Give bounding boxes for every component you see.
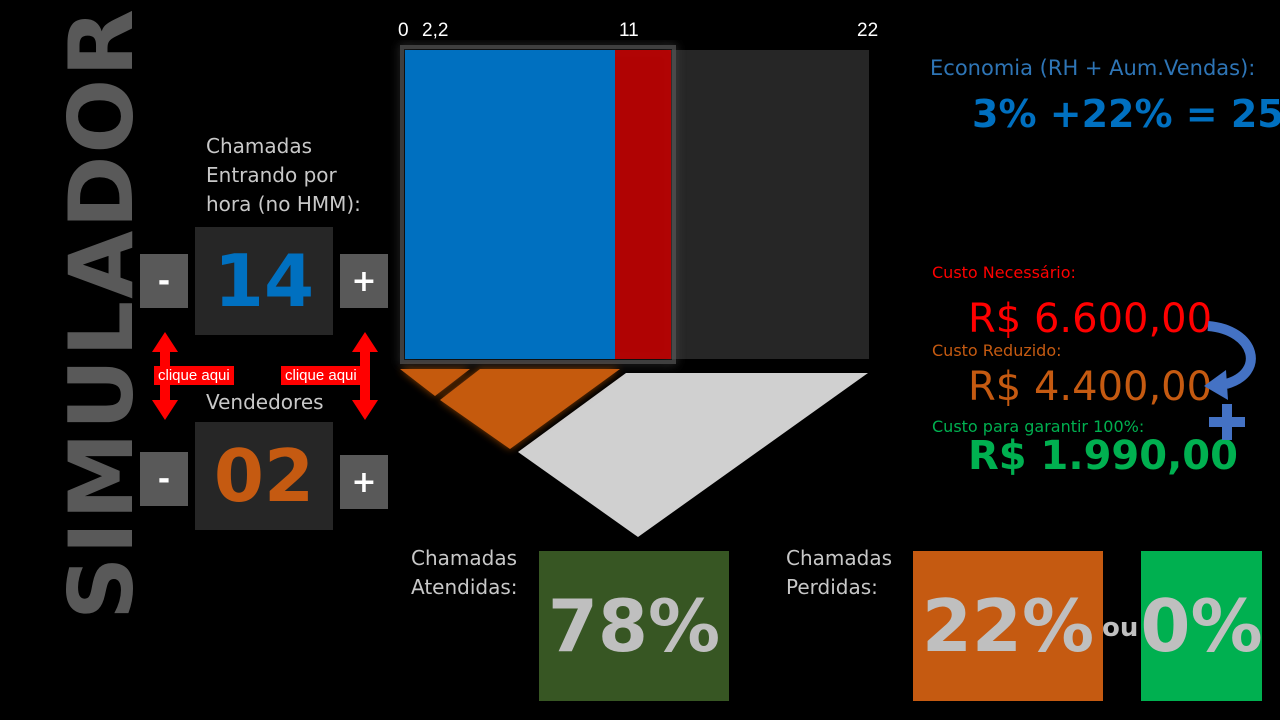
lost-label-line2: Perdidas:	[786, 575, 878, 599]
scale-tick-2-2: 2,2	[422, 20, 449, 41]
funnel-total	[518, 373, 868, 537]
click-hint-left: clique aqui	[154, 366, 234, 385]
lost-label-line1: Chamadas	[786, 546, 893, 570]
lost-percentage: 22%	[913, 551, 1103, 701]
capacity-bar-answered	[405, 50, 615, 359]
calls-label-line2: Entrando por	[206, 163, 337, 187]
sellers-value: 02	[195, 422, 333, 530]
calls-value: 14	[195, 227, 333, 335]
capacity-graphic	[400, 45, 869, 537]
economy-value: 3% +22% = 25%	[972, 92, 1280, 136]
scale-tick-0: 0	[398, 20, 409, 41]
or-label: ou	[1102, 613, 1139, 643]
economy-label: Economia (RH + Aum.Vendas):	[930, 56, 1256, 80]
calls-decrement-button[interactable]: -	[140, 254, 188, 308]
funnel-seller-2	[440, 369, 620, 449]
sellers-label: Vendedores	[206, 390, 324, 414]
answered-label-line2: Atendidas:	[411, 575, 518, 599]
guarantee-cost-value: R$ 1.990,00	[968, 433, 1238, 479]
required-cost-label: Custo Necessário:	[932, 263, 1076, 282]
scale-tick-22: 22	[857, 20, 879, 41]
calls-label-line1: Chamadas	[206, 134, 313, 158]
calls-label: Chamadas Entrando por hora (no HMM):	[206, 132, 361, 219]
answered-label-line1: Chamadas	[411, 546, 518, 570]
click-hint-right: clique aqui	[281, 366, 361, 385]
curved-arrow-icon	[1204, 321, 1256, 440]
funnel-seller-1	[400, 369, 470, 396]
lost-alt-percentage: 0%	[1140, 551, 1263, 701]
app-title: SIMULADOR	[50, 7, 153, 620]
calls-label-line3: hora (no HMM):	[206, 192, 361, 216]
reduced-cost-value: R$ 4.400,00	[968, 364, 1213, 410]
lost-label: Chamadas Perdidas:	[786, 544, 892, 602]
calls-increment-button[interactable]: +	[340, 254, 388, 308]
guarantee-cost-label: Custo para garantir 100%:	[932, 417, 1145, 436]
required-cost-value: R$ 6.600,00	[968, 296, 1213, 342]
scale-tick-11: 11	[619, 20, 639, 41]
sellers-increment-button[interactable]: +	[340, 455, 388, 509]
capacity-bar-lost	[615, 50, 671, 359]
answered-label: Chamadas Atendidas:	[411, 544, 518, 602]
answered-percentage: 78%	[539, 551, 729, 701]
sellers-decrement-button[interactable]: -	[140, 452, 188, 506]
reduced-cost-label: Custo Reduzido:	[932, 341, 1062, 360]
